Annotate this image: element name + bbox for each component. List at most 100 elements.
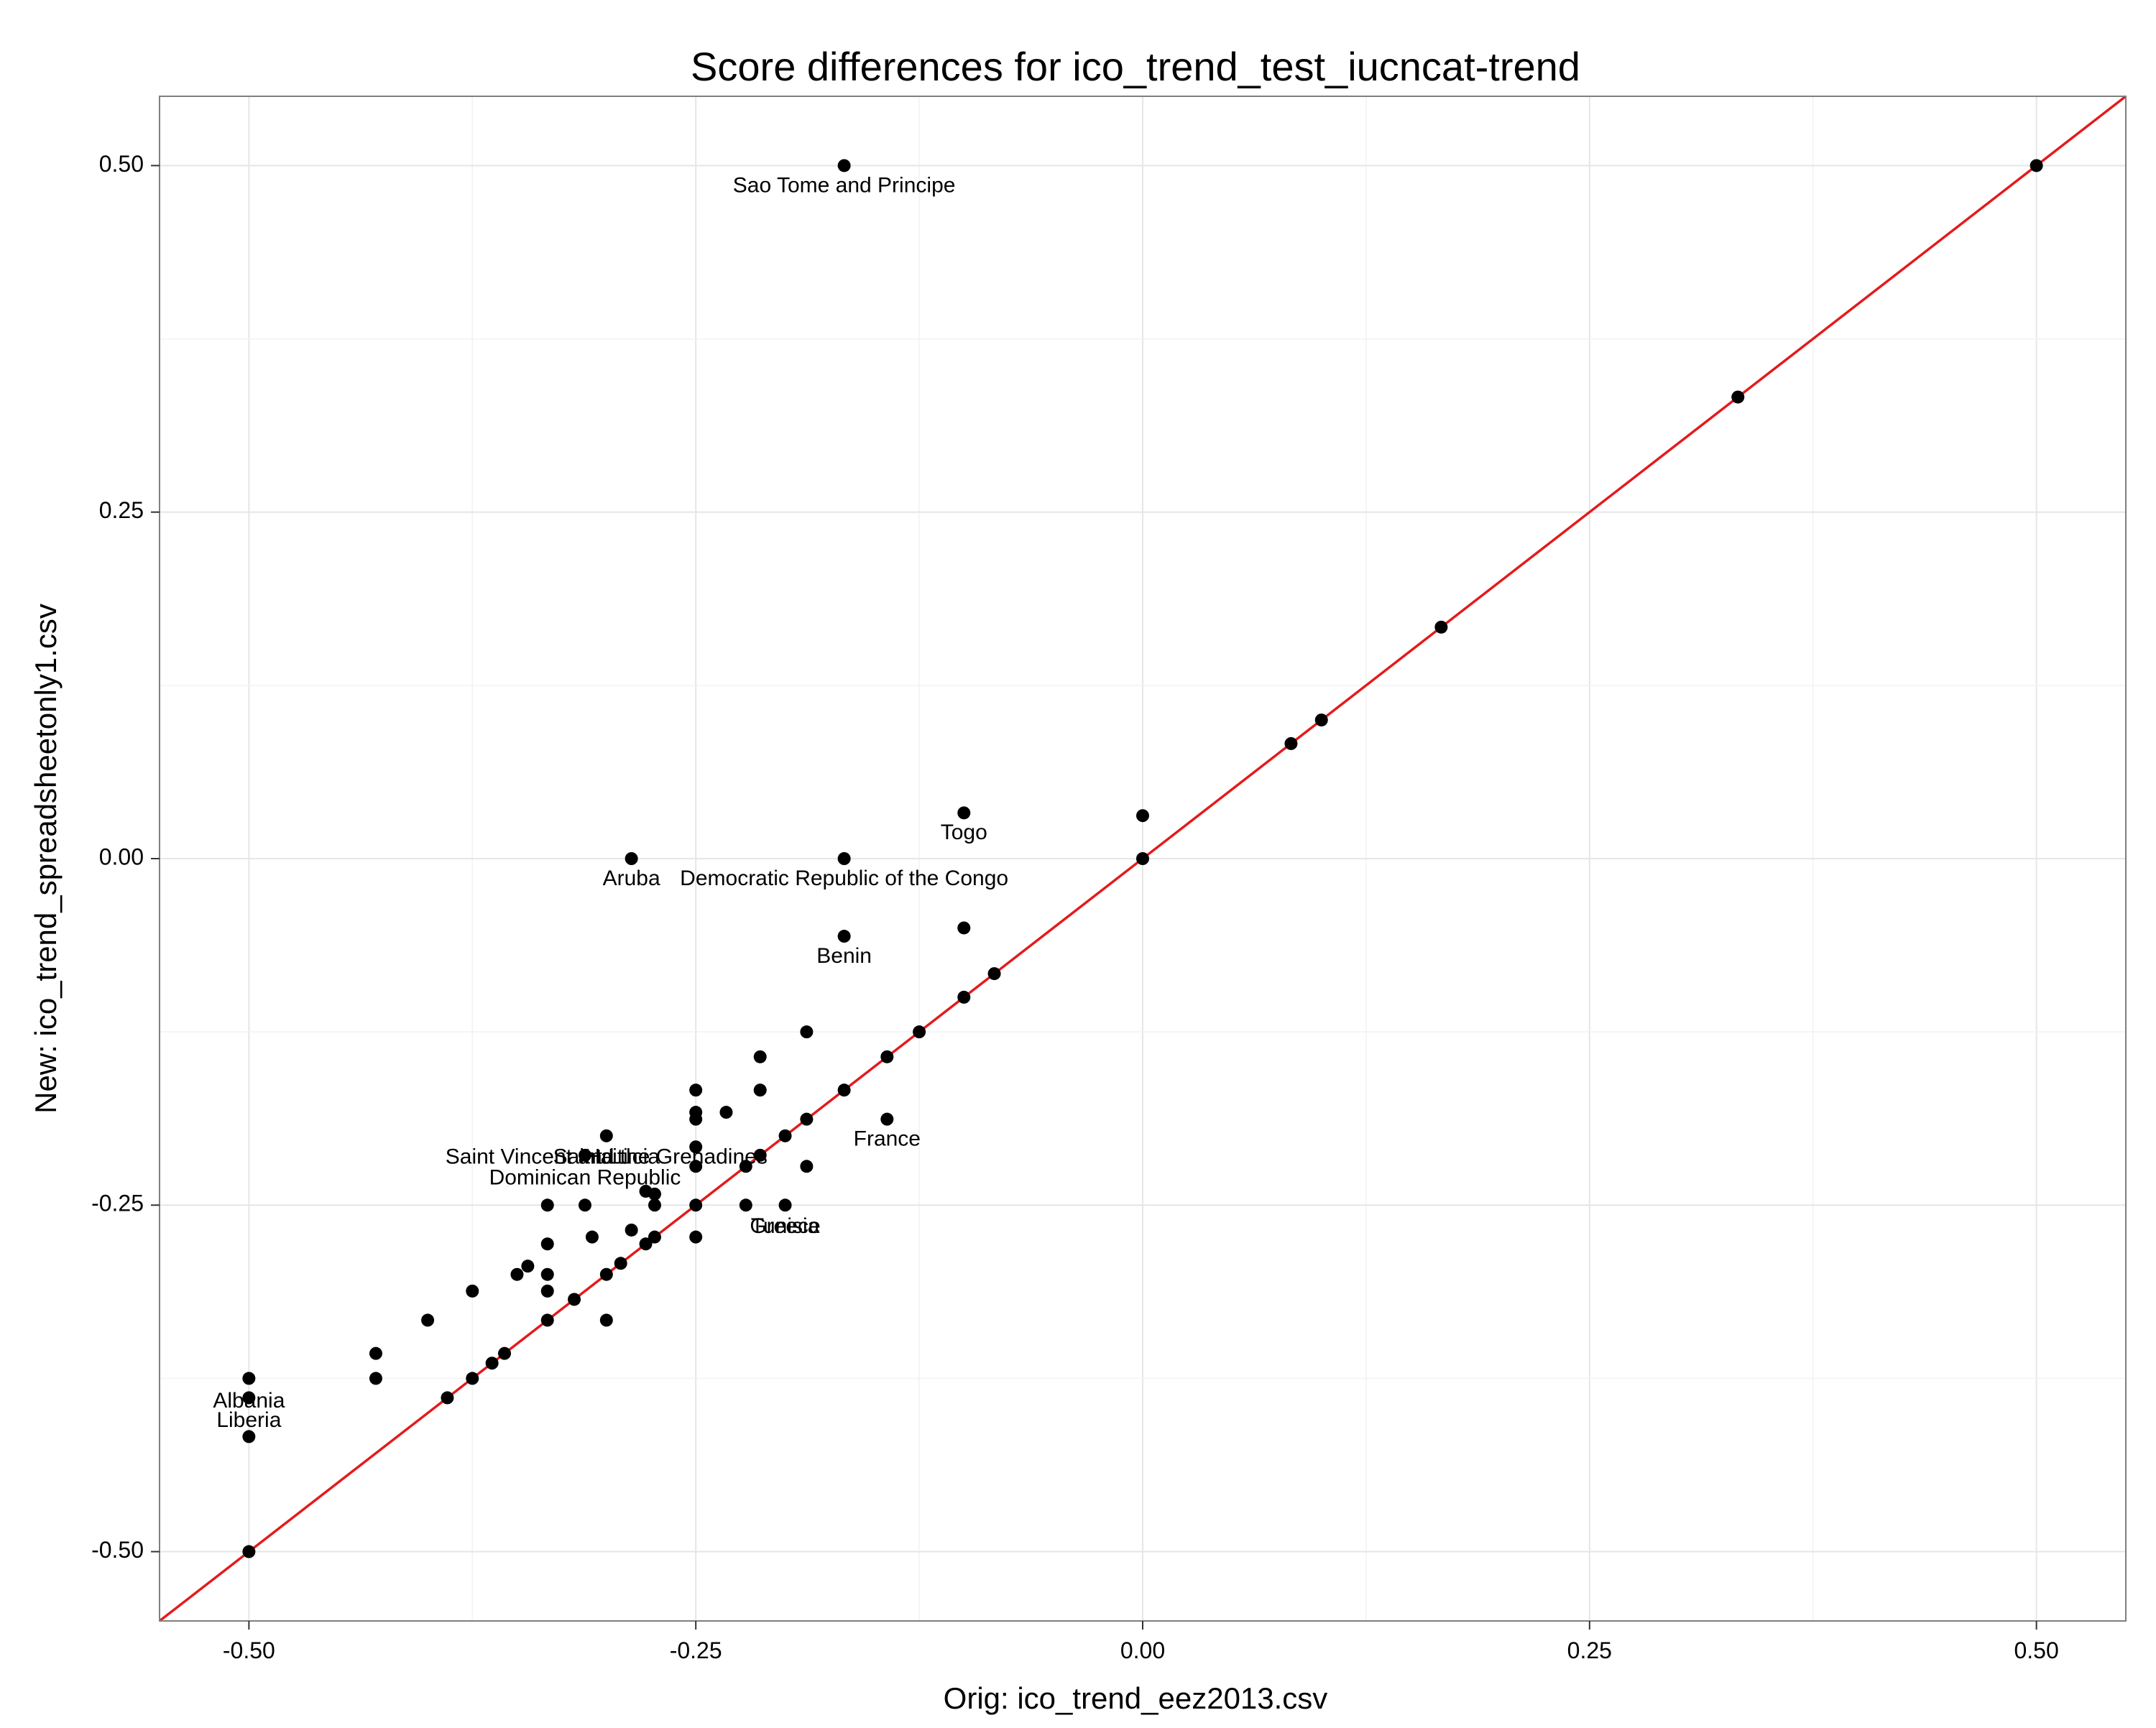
data-point — [648, 1198, 661, 1212]
x-tick-label: -0.50 — [223, 1637, 275, 1663]
data-point — [242, 1391, 256, 1405]
data-point — [599, 1313, 613, 1327]
data-point — [648, 1230, 661, 1244]
data-point — [242, 1545, 256, 1558]
data-point — [540, 1267, 554, 1281]
x-tick-label: 0.25 — [1567, 1637, 1612, 1663]
data-point — [498, 1346, 512, 1360]
data-point — [568, 1293, 581, 1306]
data-point — [625, 1223, 638, 1237]
data-point — [957, 806, 971, 820]
data-point — [753, 1084, 767, 1097]
point-label: Benin — [816, 944, 872, 968]
y-tick-label: 0.25 — [99, 497, 144, 523]
point-label: Aruba — [603, 867, 660, 890]
data-point — [466, 1372, 479, 1385]
data-point — [1434, 620, 1448, 634]
point-label: Tunisia — [751, 1214, 820, 1238]
point-label: Togo — [941, 821, 987, 844]
data-point — [599, 1129, 613, 1142]
y-tick-label: 0.50 — [99, 151, 144, 177]
data-point — [510, 1267, 524, 1281]
data-point — [987, 967, 1001, 981]
x-tick-label: 0.50 — [2014, 1637, 2058, 1663]
data-point — [719, 1106, 733, 1119]
y-axis-title: New: ico_trend_spreadsheetonly1.csv — [29, 604, 63, 1114]
y-tick-label: 0.00 — [99, 844, 144, 869]
x-axis-title: Orig: ico_trend_eez2013.csv — [944, 1681, 1328, 1715]
data-point — [800, 1160, 814, 1173]
data-point — [957, 921, 971, 935]
data-point — [639, 1237, 653, 1251]
data-points — [242, 159, 2043, 1558]
data-point — [639, 1184, 653, 1198]
data-point — [2030, 159, 2043, 172]
data-point — [466, 1284, 479, 1298]
data-point — [689, 1112, 703, 1126]
y-tick-label: -0.25 — [91, 1191, 144, 1216]
chart-title: Score differences for ico_trend_test_iuc… — [691, 44, 1580, 89]
point-label: Albania — [213, 1389, 285, 1413]
data-point — [242, 1372, 256, 1385]
x-tick-label: 0.00 — [1120, 1637, 1165, 1663]
point-label: Liberia — [216, 1408, 281, 1432]
y-tick-label: -0.50 — [91, 1537, 144, 1563]
point-label: Saint Vincent and the Grenadines — [446, 1145, 768, 1169]
data-point — [625, 852, 638, 865]
data-point — [369, 1346, 382, 1360]
point-label: France — [854, 1127, 921, 1151]
data-point — [521, 1260, 535, 1273]
point-label: Greece — [750, 1214, 820, 1238]
data-point — [837, 1084, 851, 1097]
data-point — [778, 1198, 792, 1212]
x-tick-label: -0.25 — [670, 1637, 722, 1663]
data-point — [837, 852, 851, 865]
data-point — [540, 1198, 554, 1212]
data-point — [578, 1148, 591, 1162]
data-point — [540, 1237, 554, 1251]
data-point — [753, 1148, 767, 1162]
data-point — [599, 1267, 613, 1281]
data-point — [957, 990, 971, 1004]
data-point — [614, 1257, 627, 1270]
data-point — [800, 1112, 814, 1126]
data-point — [880, 1112, 894, 1126]
data-point — [689, 1140, 703, 1154]
data-point — [585, 1230, 599, 1244]
data-point — [540, 1313, 554, 1327]
data-point — [880, 1050, 894, 1063]
data-point — [837, 159, 851, 172]
point-label: Haiti — [585, 1145, 628, 1169]
data-point — [578, 1198, 591, 1212]
data-point — [837, 930, 851, 943]
data-point — [778, 1129, 792, 1142]
data-point — [485, 1357, 499, 1370]
data-point — [1136, 852, 1149, 865]
data-point — [739, 1160, 752, 1173]
data-point — [913, 1025, 926, 1039]
data-point — [800, 1025, 814, 1039]
data-point — [753, 1050, 767, 1063]
data-point — [1284, 736, 1298, 750]
data-point — [689, 1230, 703, 1244]
data-point — [689, 1084, 703, 1097]
data-point — [540, 1284, 554, 1298]
point-label: Democratic Republic of the Congo — [680, 867, 1008, 890]
axis-ticks: -0.50 -0.25 0.00 0.25 0.50 -0.50 -0.25 0.00 0.25… — [91, 151, 2059, 1663]
data-point — [1731, 390, 1745, 404]
data-point — [369, 1372, 382, 1385]
data-point — [739, 1198, 752, 1212]
data-point — [242, 1430, 256, 1443]
point-label: Sao Tome and Principe — [733, 173, 956, 197]
data-point — [689, 1160, 703, 1173]
data-point — [421, 1313, 435, 1327]
point-label: Saint Lucia — [553, 1145, 660, 1169]
point-label: Dominican Republic — [489, 1166, 681, 1190]
data-point — [1136, 809, 1149, 823]
data-point — [1314, 713, 1328, 727]
data-point — [689, 1198, 703, 1212]
point-labels: Sao Tome and Principe Togo Aruba Democratic… — [213, 173, 1008, 1432]
data-point — [441, 1391, 454, 1405]
